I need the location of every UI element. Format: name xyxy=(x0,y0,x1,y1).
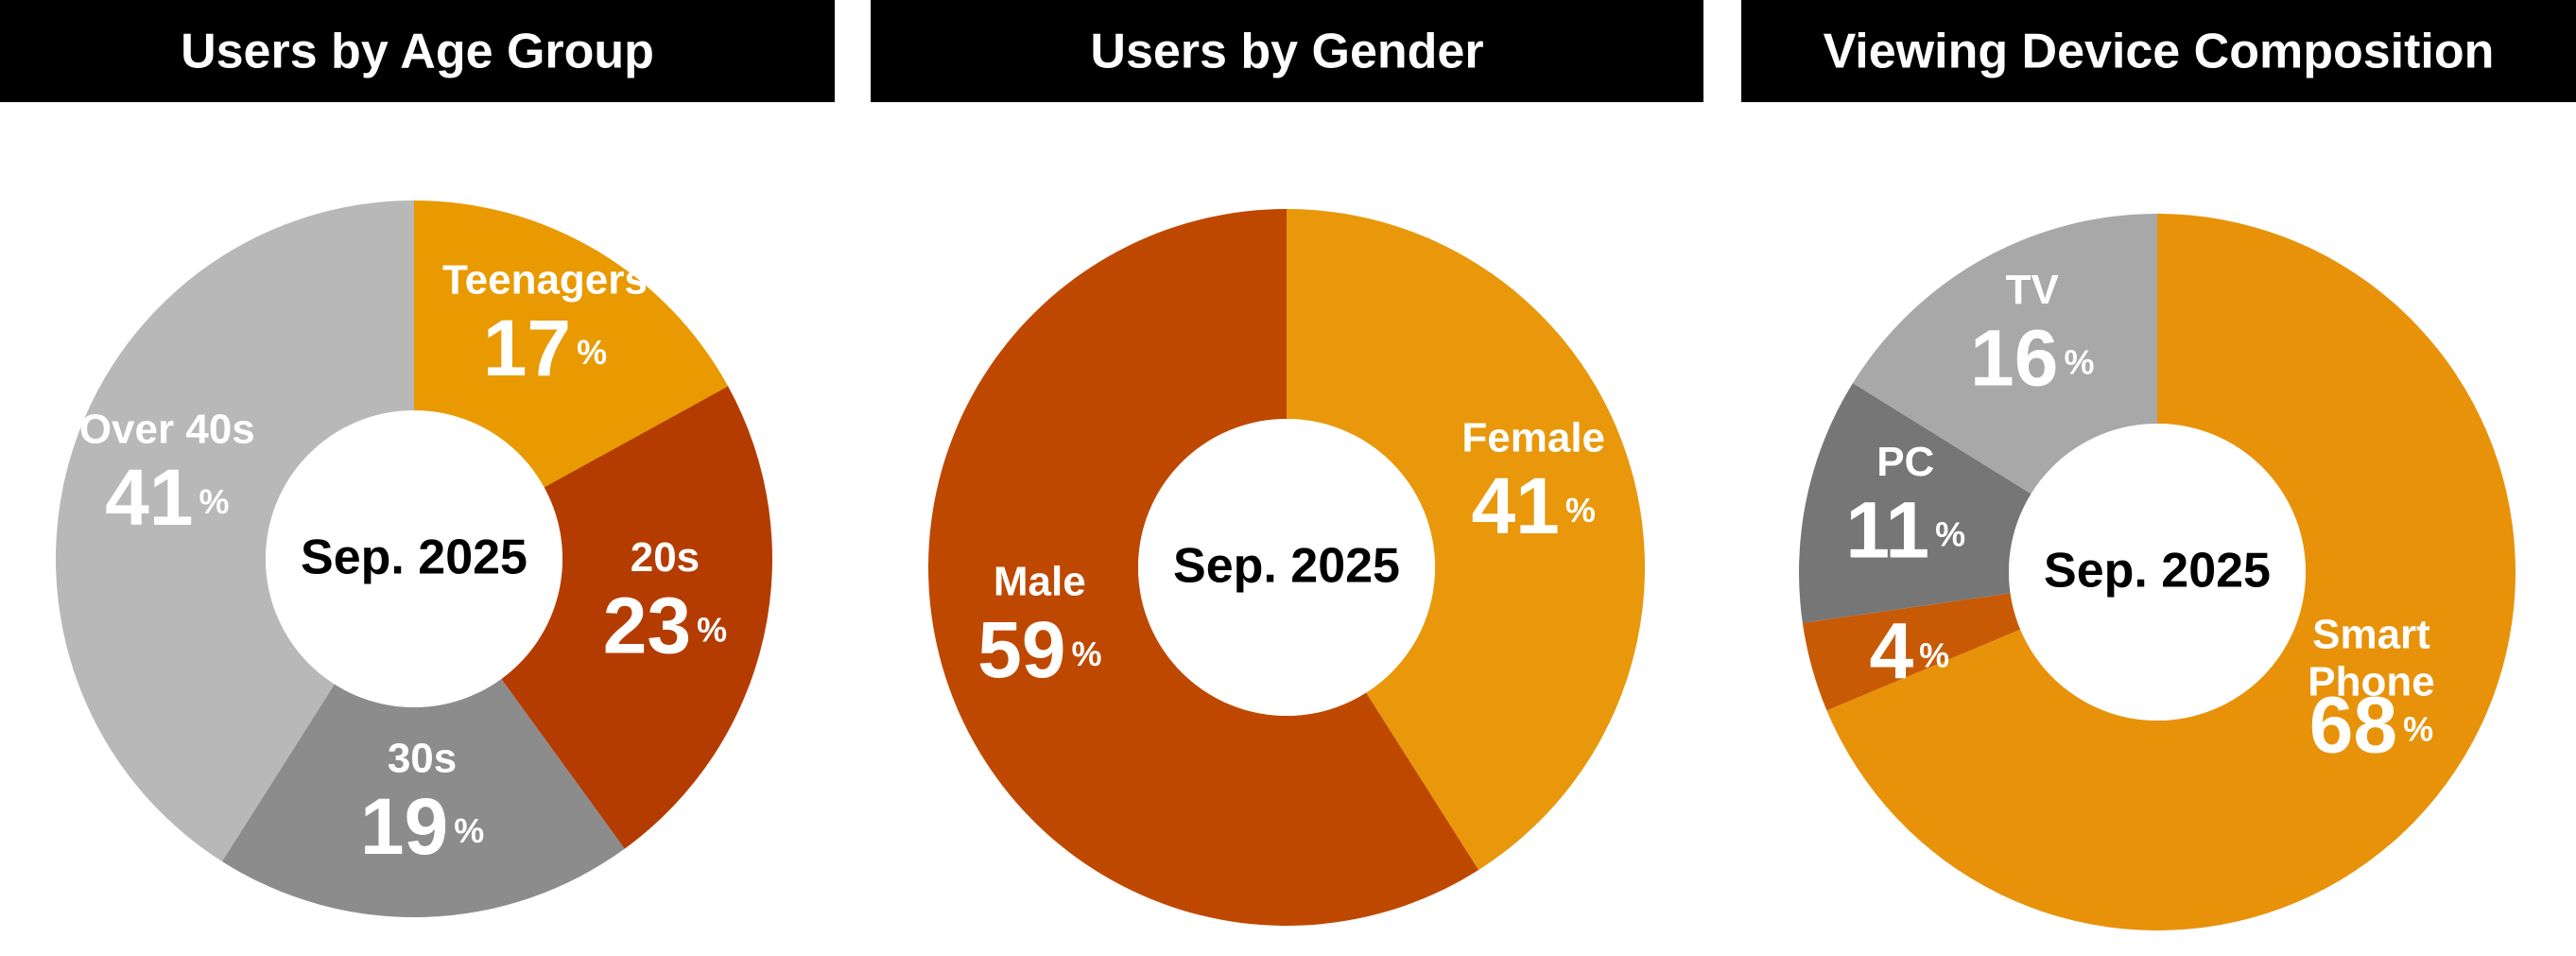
value-number: 16 xyxy=(1970,314,2058,403)
value-unit: % xyxy=(697,610,727,649)
value-number: 68 xyxy=(2309,681,2397,770)
slice-value: 23% xyxy=(603,582,727,670)
value-unit: % xyxy=(1919,635,1949,674)
slice-label: Teenagers xyxy=(442,257,648,304)
slice-label: Smart Phone xyxy=(2308,611,2434,704)
donut-slice xyxy=(55,200,414,862)
value-number: 19 xyxy=(360,782,448,871)
title-bar xyxy=(1741,0,2576,102)
chart-title: Viewing Device Composition xyxy=(1824,25,2495,79)
slice-value: 41% xyxy=(105,453,229,542)
slice-label: TV xyxy=(2006,267,2060,313)
value-unit: % xyxy=(199,482,230,521)
slice-value: 19% xyxy=(360,782,484,871)
slice-value: 59% xyxy=(977,605,1101,694)
slice-label: Over 40s xyxy=(79,407,255,453)
donut-slice xyxy=(1799,383,2031,623)
slice-label: Female xyxy=(1461,415,1605,461)
title-bar xyxy=(0,0,835,102)
slice-value: 68% xyxy=(2309,681,2433,770)
donut-slice xyxy=(414,200,729,488)
slice-value: 4% xyxy=(1869,607,1949,696)
value-number: 41 xyxy=(1471,461,1559,550)
donut-hole xyxy=(266,410,562,707)
center-label: Sep. 2025 xyxy=(301,530,527,585)
value-number: 11 xyxy=(1845,485,1929,574)
value-number: 17 xyxy=(483,304,571,392)
value-unit: % xyxy=(1935,514,1965,553)
value-number: 23 xyxy=(603,582,691,670)
value-number: 41 xyxy=(105,453,193,542)
donut-slice xyxy=(928,209,1479,926)
slice-value: 17% xyxy=(483,304,607,392)
slice-label: 30s xyxy=(388,735,457,781)
chart-title: Users by Gender xyxy=(1090,25,1483,79)
slice-label: PC xyxy=(1876,439,1934,485)
value-unit: % xyxy=(1072,634,1102,672)
value-unit: % xyxy=(1565,491,1596,530)
donut-slice xyxy=(1826,214,2515,931)
slice-label: 20s xyxy=(631,534,700,581)
value-unit: % xyxy=(2403,709,2433,748)
slice-value: 16% xyxy=(1970,314,2094,403)
donut-hole xyxy=(1138,419,1435,716)
chart-title: Users by Age Group xyxy=(181,25,654,79)
value-unit: % xyxy=(2064,342,2094,381)
center-label: Sep. 2025 xyxy=(1173,539,1400,594)
value-number: 4 xyxy=(1869,607,1913,696)
title-bar xyxy=(871,0,1703,102)
slice-value: 41% xyxy=(1471,461,1595,550)
donut-slice xyxy=(501,386,772,849)
donut-slice xyxy=(1852,214,2157,495)
donut-slice xyxy=(1287,209,1646,871)
slice-label: Male xyxy=(994,559,1086,605)
value-number: 59 xyxy=(977,605,1065,694)
value-unit: % xyxy=(577,332,607,371)
value-unit: % xyxy=(454,810,484,849)
donut-slice xyxy=(1802,593,2021,711)
donut-slice xyxy=(221,679,625,917)
donut-hole xyxy=(2009,424,2306,721)
center-label: Sep. 2025 xyxy=(2044,544,2271,599)
slice-value: 11% xyxy=(1845,485,1965,574)
